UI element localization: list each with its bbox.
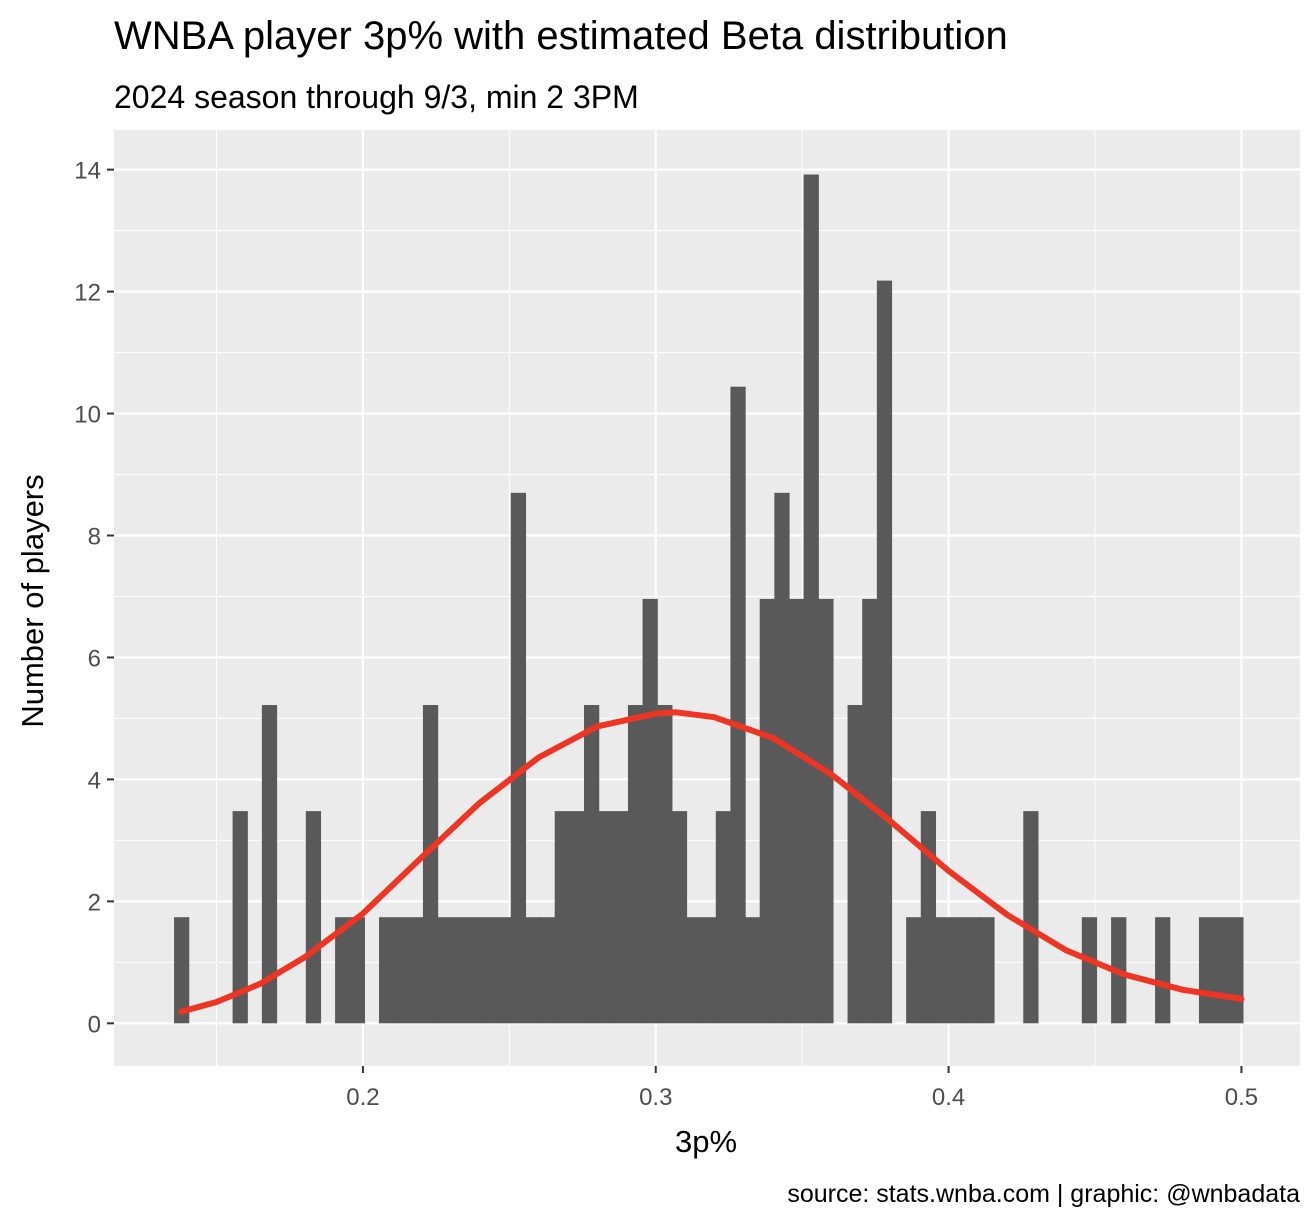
- histogram-bar: [642, 598, 658, 1024]
- histogram-bar: [510, 492, 527, 1024]
- histogram-bar: [379, 917, 395, 1024]
- histogram-bar: [466, 917, 483, 1024]
- histogram-bar: [1198, 917, 1215, 1024]
- histogram-bar: [525, 917, 541, 1024]
- y-tick-label: 4: [88, 767, 101, 794]
- x-axis-title: 3p%: [675, 1124, 737, 1159]
- histogram-bar: [657, 705, 673, 1024]
- y-tick-label: 8: [88, 523, 101, 550]
- histogram-bar: [818, 598, 834, 1024]
- y-tick-label: 10: [74, 402, 101, 429]
- histogram-bar: [730, 386, 746, 1024]
- axis-ticks: [107, 168, 1243, 1073]
- histogram-bar: [906, 917, 922, 1024]
- y-axis-tick-labels: 0 2 4 6 8 10 12 14: [74, 158, 101, 1039]
- histogram-bar: [935, 917, 951, 1024]
- histogram-bar: [950, 917, 966, 1024]
- histogram-bar: [232, 811, 248, 1024]
- histogram-bar: [774, 492, 790, 1024]
- minor-gridlines: [114, 130, 1300, 1066]
- histogram-bar: [261, 705, 278, 1024]
- histogram-bar: [788, 598, 805, 1024]
- histogram-bar: [1155, 917, 1171, 1024]
- y-tick-label: 6: [88, 645, 101, 672]
- histogram-bar: [701, 917, 717, 1024]
- histogram-bar: [496, 917, 512, 1024]
- y-axis-title: Number of players: [15, 474, 50, 727]
- x-tick-label: 0.5: [1225, 1084, 1258, 1111]
- major-gridlines: [114, 130, 1300, 1066]
- histogram-bar: [408, 917, 424, 1024]
- histogram-bar: [452, 917, 468, 1024]
- beta-curve-layer: [178, 709, 1245, 1015]
- histogram-bar: [671, 811, 688, 1024]
- x-axis-tick-labels: 0.2 0.3 0.4 0.5: [346, 1084, 1258, 1111]
- histogram-bar: [554, 811, 570, 1024]
- histogram-bar: [686, 917, 702, 1024]
- histogram-bar: [437, 917, 453, 1024]
- histogram-bar: [613, 811, 629, 1024]
- y-tick-label: 0: [88, 1011, 101, 1038]
- histogram-bar: [1228, 917, 1244, 1024]
- histogram-bar: [335, 917, 351, 1024]
- x-tick-label: 0.3: [639, 1084, 672, 1111]
- histogram-bar: [1213, 917, 1229, 1024]
- histogram-bar: [393, 917, 409, 1024]
- histogram-bar: [803, 174, 819, 1024]
- histogram-bar: [569, 811, 585, 1024]
- histogram-bar: [584, 705, 600, 1024]
- x-tick-label: 0.4: [932, 1084, 965, 1111]
- histogram-bars: [174, 174, 1244, 1024]
- histogram-bar: [979, 917, 995, 1024]
- histogram-bar: [847, 705, 863, 1024]
- beta-distribution-curve: [178, 709, 1245, 1015]
- histogram-bar: [174, 917, 190, 1024]
- histogram-bar: [920, 811, 937, 1024]
- histogram-bar: [598, 811, 614, 1024]
- histogram-bar: [862, 598, 878, 1024]
- histogram-bar: [1023, 811, 1039, 1024]
- histogram-bar: [745, 917, 761, 1024]
- histogram-bar: [305, 811, 322, 1024]
- histogram-bar: [481, 917, 497, 1024]
- chart-caption: source: stats.wnba.com | graphic: @wnbad…: [787, 1180, 1300, 1208]
- histogram-bar: [715, 811, 732, 1024]
- chart-title: WNBA player 3p% with estimated Beta dist…: [114, 14, 1008, 58]
- histogram-bar: [1081, 917, 1098, 1024]
- histogram-bar: [627, 705, 644, 1024]
- histogram-bar: [422, 705, 439, 1024]
- chart-subtitle: 2024 season through 9/3, min 2 3PM: [114, 79, 639, 115]
- y-tick-label: 12: [74, 280, 101, 307]
- y-tick-label: 2: [88, 889, 101, 916]
- histogram-bar: [759, 598, 775, 1024]
- histogram-bar: [540, 917, 556, 1024]
- histogram-bar: [876, 280, 893, 1024]
- histogram-bar: [349, 917, 365, 1024]
- histogram-bar: [964, 917, 980, 1024]
- x-tick-label: 0.2: [346, 1084, 379, 1111]
- y-tick-label: 14: [74, 158, 101, 185]
